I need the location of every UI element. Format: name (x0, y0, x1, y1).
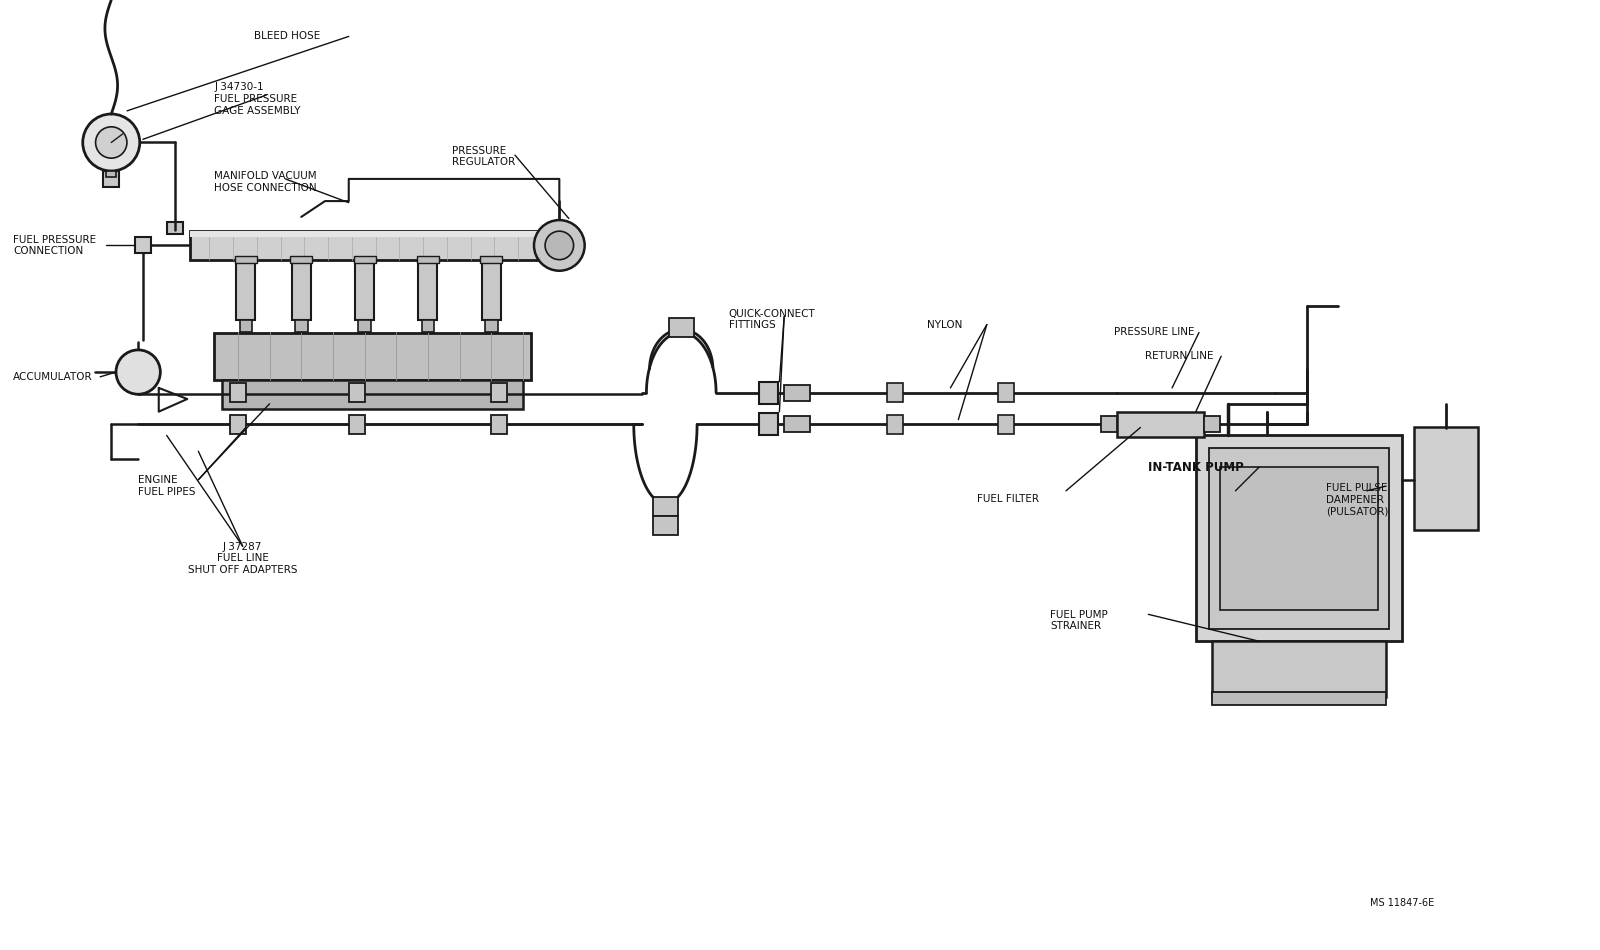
Text: QUICK-CONNECT
FITTINGS: QUICK-CONNECT FITTINGS (728, 309, 816, 331)
Text: ACCUMULATOR: ACCUMULATOR (13, 371, 93, 382)
Circle shape (534, 220, 584, 271)
Circle shape (96, 126, 126, 158)
Bar (1211, 641, 1386, 696)
Bar (355, 259, 374, 320)
Bar (886, 383, 902, 402)
Circle shape (115, 350, 160, 394)
Text: NYLON: NYLON (926, 319, 962, 330)
Text: FUEL PRESSURE
CONNECTION: FUEL PRESSURE CONNECTION (13, 235, 96, 256)
Bar (998, 383, 1014, 402)
Bar (230, 383, 246, 402)
Bar (235, 256, 258, 263)
Bar (419, 259, 437, 320)
Text: ENGINE
FUEL PIPES: ENGINE FUEL PIPES (138, 475, 195, 497)
Bar (1414, 428, 1478, 530)
Circle shape (83, 114, 139, 171)
Bar (190, 231, 555, 259)
Text: PRESSURE LINE: PRESSURE LINE (1114, 328, 1194, 337)
Bar (290, 256, 312, 263)
Text: J 34730-1
FUEL PRESSURE
GAGE ASSEMBLY: J 34730-1 FUEL PRESSURE GAGE ASSEMBLY (214, 83, 301, 116)
Text: RETURN LINE: RETURN LINE (1146, 352, 1214, 361)
Text: PRESSURE
REGULATOR: PRESSURE REGULATOR (451, 145, 515, 167)
Bar (358, 320, 371, 332)
Bar (480, 256, 502, 263)
Bar (107, 171, 115, 178)
Bar (1203, 416, 1219, 432)
Text: IN-TANK PUMP: IN-TANK PUMP (1149, 461, 1245, 474)
Bar (491, 415, 507, 434)
Bar (758, 382, 778, 404)
Text: FUEL PULSE
DAMPENER
(PULSATOR): FUEL PULSE DAMPENER (PULSATOR) (1326, 483, 1389, 516)
Bar (491, 383, 507, 402)
Bar (1101, 416, 1117, 432)
Text: MANIFOLD VACUUM
HOSE CONNECTION: MANIFOLD VACUUM HOSE CONNECTION (214, 171, 317, 193)
Bar (482, 259, 501, 320)
Bar (237, 259, 256, 320)
Bar (349, 415, 365, 434)
Bar (230, 415, 246, 434)
Bar (653, 516, 678, 535)
Bar (291, 259, 310, 320)
Bar (653, 497, 678, 516)
Bar (134, 238, 150, 254)
Bar (354, 256, 376, 263)
Bar (1211, 692, 1386, 705)
Bar (1219, 467, 1378, 610)
Bar (418, 256, 438, 263)
Bar (214, 332, 531, 380)
Bar (998, 415, 1014, 434)
Bar (104, 171, 118, 187)
Bar (886, 415, 902, 434)
Bar (485, 320, 498, 332)
Text: BLEED HOSE: BLEED HOSE (254, 31, 320, 42)
Bar (1208, 448, 1389, 629)
Bar (190, 231, 555, 238)
Text: J 37287
FUEL LINE
SHUT OFF ADAPTERS: J 37287 FUEL LINE SHUT OFF ADAPTERS (187, 542, 298, 575)
Bar (421, 320, 434, 332)
Bar (349, 383, 365, 402)
Circle shape (546, 231, 573, 259)
Bar (166, 221, 182, 235)
Bar (784, 416, 810, 432)
Text: MS 11847-6E: MS 11847-6E (1370, 898, 1434, 907)
Bar (669, 318, 694, 337)
Bar (240, 320, 253, 332)
Text: FUEL PUMP
STRAINER: FUEL PUMP STRAINER (1050, 610, 1107, 631)
Bar (784, 385, 810, 401)
Bar (758, 413, 778, 435)
Bar (1117, 411, 1203, 437)
Bar (1195, 435, 1402, 641)
Bar (294, 320, 307, 332)
Text: FUEL FILTER: FUEL FILTER (978, 494, 1040, 504)
Bar (222, 380, 523, 408)
